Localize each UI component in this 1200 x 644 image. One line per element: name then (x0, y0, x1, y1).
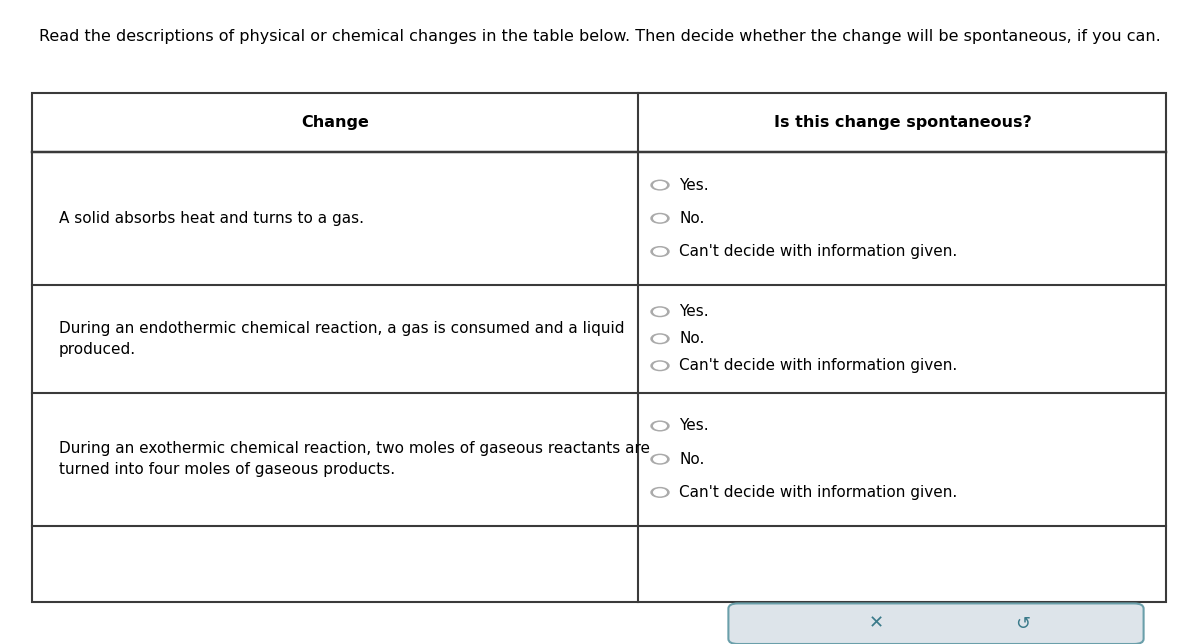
Text: Is this change spontaneous?: Is this change spontaneous? (774, 115, 1031, 130)
Circle shape (654, 422, 666, 430)
Text: Read the descriptions of physical or chemical changes in the table below. Then d: Read the descriptions of physical or che… (40, 29, 1160, 44)
Text: A solid absorbs heat and turns to a gas.: A solid absorbs heat and turns to a gas. (59, 211, 364, 226)
Text: Can't decide with information given.: Can't decide with information given. (679, 244, 958, 259)
Circle shape (654, 215, 666, 222)
Circle shape (650, 180, 670, 190)
Circle shape (654, 456, 666, 462)
Text: ✕: ✕ (869, 615, 884, 632)
Circle shape (650, 488, 670, 497)
Text: Change: Change (301, 115, 370, 130)
Circle shape (650, 334, 670, 343)
FancyBboxPatch shape (728, 603, 1144, 644)
Circle shape (650, 307, 670, 317)
Circle shape (650, 361, 670, 370)
Circle shape (654, 336, 666, 342)
Text: No.: No. (679, 331, 704, 346)
Circle shape (654, 308, 666, 315)
Circle shape (650, 213, 670, 223)
Text: During an exothermic chemical reaction, two moles of gaseous reactants are
turne: During an exothermic chemical reaction, … (59, 441, 650, 477)
Text: ↺: ↺ (1015, 615, 1031, 632)
Circle shape (654, 363, 666, 369)
Circle shape (650, 455, 670, 464)
Circle shape (650, 421, 670, 431)
Text: During an endothermic chemical reaction, a gas is consumed and a liquid
produced: During an endothermic chemical reaction,… (59, 321, 624, 357)
Text: No.: No. (679, 451, 704, 467)
Circle shape (654, 182, 666, 189)
Text: Can't decide with information given.: Can't decide with information given. (679, 358, 958, 374)
Text: No.: No. (679, 211, 704, 226)
Text: Yes.: Yes. (679, 304, 709, 319)
Text: Yes.: Yes. (679, 178, 709, 193)
Circle shape (654, 489, 666, 496)
Text: Can't decide with information given.: Can't decide with information given. (679, 485, 958, 500)
Circle shape (654, 248, 666, 255)
Bar (32, 93, 1166, 602)
Circle shape (650, 247, 670, 256)
Text: Yes.: Yes. (679, 419, 709, 433)
